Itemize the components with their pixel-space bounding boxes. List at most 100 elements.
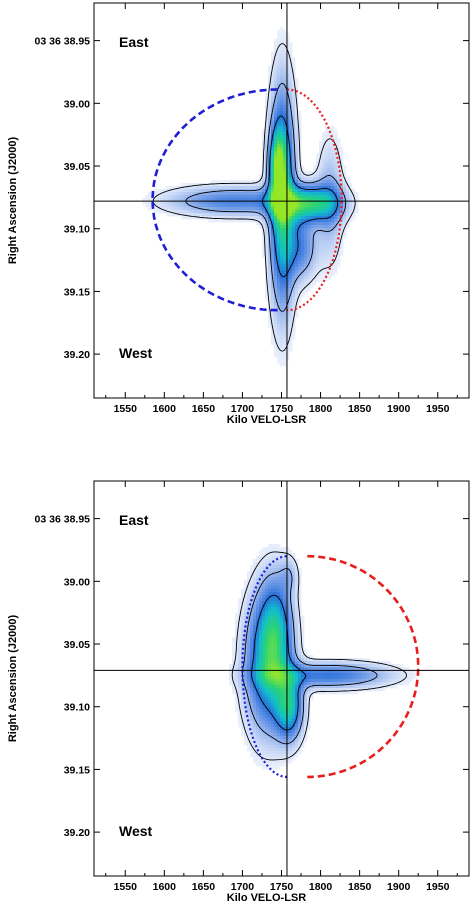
heat-cell [298,748,302,752]
heat-cell [277,102,281,106]
heat-cell [268,90,272,94]
heat-cell [256,565,260,569]
heat-cell [304,261,308,265]
heat-cell [346,180,350,184]
heat-cell [286,261,290,265]
heat-cell [286,586,290,590]
heat-cell [397,670,401,674]
heat-cell [271,171,275,175]
heat-cell [247,664,251,668]
heat-cell [298,138,302,142]
heat-cell [280,730,284,734]
heat-cell [304,664,308,668]
heat-cell [268,700,272,704]
y-tick-label: 03 36 38.95 [35,36,91,48]
heat-cell [295,309,299,313]
heat-cell [268,766,272,770]
heat-cell [298,246,302,250]
heat-cell [283,601,287,605]
heat-cell [277,589,281,593]
heat-cell [289,147,293,151]
heat-cell [331,685,335,689]
heat-cell [256,183,260,187]
heat-cell [256,694,260,698]
heat-cell [262,129,266,133]
heat-cell [328,255,332,259]
heat-cell [274,54,278,58]
heat-cell [280,658,284,662]
heat-cell [280,336,284,340]
heat-cell [304,243,308,247]
heat-cell [298,601,302,605]
heat-cell [241,628,245,632]
heat-cell [154,189,158,193]
heat-cell [280,180,284,184]
heat-cell [319,252,323,256]
heat-cell [382,679,386,683]
heat-cell [295,279,299,283]
heat-cell [307,664,311,668]
heat-cell [256,210,260,214]
heat-cell [256,640,260,644]
heat-cell [289,757,293,761]
heat-cell [202,201,206,205]
heat-cell [265,261,269,265]
heat-cell [343,661,347,665]
heat-cell [295,273,299,277]
heat-cell [331,246,335,250]
heat-cell [241,192,245,196]
heat-cell [319,183,323,187]
heat-cell [319,162,323,166]
heat-cell [280,231,284,235]
heat-cell [277,150,281,154]
heat-cell [304,201,308,205]
heat-cell [274,174,278,178]
heat-cell [355,664,359,668]
heat-cell [253,210,257,214]
heat-cell [268,574,272,578]
heat-cell [292,667,296,671]
heat-cell [295,246,299,250]
heat-cell [301,294,305,298]
heat-cell [298,694,302,698]
heat-cell [289,66,293,70]
heat-cell [268,210,272,214]
heat-cell [298,171,302,175]
heat-cell [178,201,182,205]
heat-cell [298,676,302,680]
heat-cell [250,727,254,731]
heat-cell [304,718,308,722]
heat-cell [277,703,281,707]
heat-cell [283,736,287,740]
heat-cell [286,246,290,250]
heat-cell [289,102,293,106]
heat-cell [262,171,266,175]
heat-cell [265,745,269,749]
heat-cell [298,168,302,172]
heat-cell [268,646,272,650]
heat-cell [253,697,257,701]
heat-cell [256,646,260,650]
heat-cell [241,610,245,614]
heat-cell [292,201,296,205]
heat-cell [259,568,263,572]
heat-cell [325,165,329,169]
heat-cell [235,688,239,692]
heat-cell [274,144,278,148]
heat-cell [313,198,317,202]
x-axis-label: Kilo VELO-LSR [227,892,307,904]
heat-cell [301,198,305,202]
y-axis-label: Right Ascension (J2000) [7,136,19,264]
heat-cell [241,709,245,713]
heat-cell [292,327,296,331]
heat-cell [340,246,344,250]
heat-cell [289,631,293,635]
heat-cell [289,327,293,331]
heat-cell [310,276,314,280]
heat-cell [283,306,287,310]
heat-cell [295,658,299,662]
crosshair [94,481,469,876]
heat-cell [322,219,326,223]
velocity-arcs [151,88,343,312]
heat-cell [295,144,299,148]
